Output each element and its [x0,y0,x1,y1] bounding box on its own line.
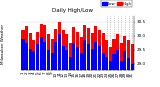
Bar [40,24,43,70]
Bar [98,46,101,70]
Bar [72,27,76,70]
Bar [131,64,134,70]
Bar [43,25,46,70]
Bar [105,57,108,70]
Bar [120,61,123,70]
Bar [127,58,130,70]
Bar [61,30,65,70]
Bar [36,44,39,70]
Bar [43,41,46,70]
Bar [112,54,116,70]
Bar [112,39,116,70]
Bar [25,26,28,70]
Text: Milwaukee Weather: Milwaukee Weather [1,23,5,64]
Bar [36,32,39,70]
Bar [21,30,24,70]
Bar [58,34,61,70]
Bar [116,50,119,70]
Bar [109,61,112,70]
Bar [94,41,97,70]
Bar [69,57,72,70]
Legend: Low, High: Low, High [101,0,132,7]
Bar [94,26,97,70]
Bar [120,43,123,70]
Bar [127,40,130,70]
Bar [72,43,76,70]
Bar [87,44,90,70]
Bar [21,39,24,70]
Bar [32,51,35,70]
Bar [76,32,79,70]
Bar [29,33,32,70]
Bar [123,36,126,70]
Bar [32,40,35,70]
Bar [105,40,108,70]
Bar [98,30,101,70]
Bar [83,25,86,70]
Bar [116,34,119,70]
Bar [102,33,105,70]
Bar [47,50,50,70]
Bar [76,47,79,70]
Bar [25,43,28,70]
Bar [61,46,65,70]
Bar [87,28,90,70]
Bar [58,22,61,70]
Bar [51,53,54,70]
Bar [40,37,43,70]
Bar [69,43,72,70]
Bar [91,33,94,70]
Bar [51,39,54,70]
Bar [54,41,57,70]
Bar [29,49,32,70]
Bar [83,40,86,70]
Bar [47,34,50,70]
Bar [65,50,68,70]
Bar [80,37,83,70]
Bar [65,34,68,70]
Bar [109,47,112,70]
Text: Daily High/Low: Daily High/Low [52,8,92,13]
Bar [54,29,57,70]
Bar [80,53,83,70]
Bar [91,49,94,70]
Bar [102,53,105,70]
Bar [131,44,134,70]
Bar [123,51,126,70]
